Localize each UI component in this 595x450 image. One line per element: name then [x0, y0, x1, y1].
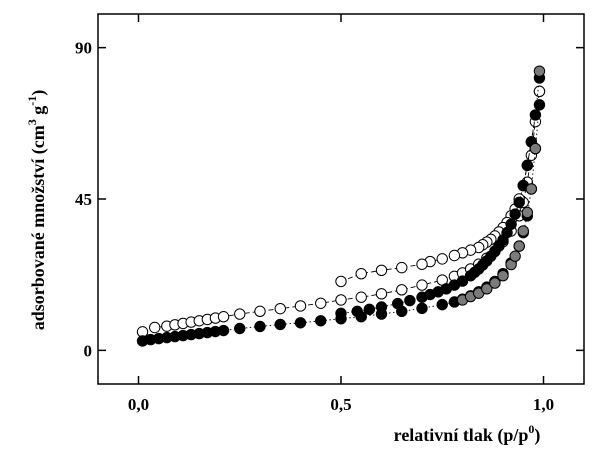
data-point — [416, 291, 428, 303]
axis-ticks: 0,0 0,5 1,0 0 45 90 — [75, 14, 584, 414]
data-point — [489, 277, 501, 289]
data-point — [234, 308, 246, 320]
data-point — [464, 269, 477, 282]
data-point — [533, 65, 546, 77]
data-point — [149, 321, 161, 334]
x-tick-label: 0,0 — [128, 395, 149, 414]
data-point — [274, 318, 286, 331]
data-point — [315, 315, 327, 327]
data-point — [351, 305, 363, 318]
data-point — [217, 311, 230, 323]
data-point — [335, 294, 347, 306]
x-tick-label: 1,0 — [533, 395, 554, 414]
data-point — [375, 264, 388, 277]
data-point — [404, 294, 416, 307]
data-point — [392, 297, 404, 310]
data-point — [396, 284, 408, 296]
x-axis-label-base: relativní tlak (p/p — [394, 425, 529, 446]
data-point — [254, 305, 266, 318]
data-point — [481, 283, 493, 295]
y-axis-label-mid: g — [28, 106, 48, 120]
series-1 — [136, 85, 546, 338]
data-point — [525, 183, 538, 195]
data-point — [436, 253, 448, 265]
data-point — [355, 267, 367, 280]
series-5 — [456, 65, 546, 306]
data-point — [513, 240, 525, 252]
data-point — [217, 324, 230, 337]
data-point — [335, 307, 347, 320]
data-point — [533, 99, 546, 111]
data-point — [375, 288, 388, 300]
y-tick-label: 90 — [75, 39, 92, 58]
data-point — [375, 301, 388, 313]
data-point — [335, 275, 347, 288]
data-point — [517, 225, 529, 237]
x-tick-label: 0,5 — [330, 395, 351, 414]
y-axis-label-end: ) — [28, 90, 49, 96]
x-axis-label-sup: 0 — [528, 422, 534, 436]
data-point — [416, 302, 428, 315]
data-point — [254, 320, 266, 333]
x-axis-label-end: ) — [534, 425, 540, 446]
series-4 — [335, 72, 546, 320]
data-point — [355, 291, 367, 303]
data-point — [529, 142, 542, 155]
data-point — [448, 249, 461, 262]
data-point — [513, 196, 525, 209]
data-point — [497, 269, 509, 282]
y-tick-label: 0 — [84, 341, 93, 360]
data-point — [521, 159, 533, 172]
y-tick-label: 45 — [75, 190, 92, 209]
y-axis-label: adsorbované množství (cm3 g-1) — [25, 90, 49, 331]
y-axis-label-base: adsorbované množství (cm — [28, 125, 49, 330]
x-axis-label: relativní tlak (p/p0) — [394, 422, 541, 446]
data-point — [234, 322, 246, 335]
data-point — [521, 206, 533, 219]
data-point — [396, 261, 408, 274]
series-line — [340, 91, 540, 282]
data-point — [529, 109, 542, 121]
data-point — [416, 279, 428, 291]
data-point — [416, 258, 428, 270]
data-point — [294, 317, 307, 329]
data-point — [274, 302, 286, 315]
data-point — [509, 250, 521, 262]
data-point — [533, 85, 546, 98]
y-axis-label-sup1: 3 — [25, 119, 39, 125]
data-point — [509, 208, 521, 220]
data-point — [363, 303, 376, 316]
data-point — [315, 297, 327, 309]
series-layer — [136, 65, 546, 347]
data-point — [294, 300, 307, 312]
y-axis-label-sup2: -1 — [25, 96, 39, 106]
data-point — [436, 298, 448, 311]
